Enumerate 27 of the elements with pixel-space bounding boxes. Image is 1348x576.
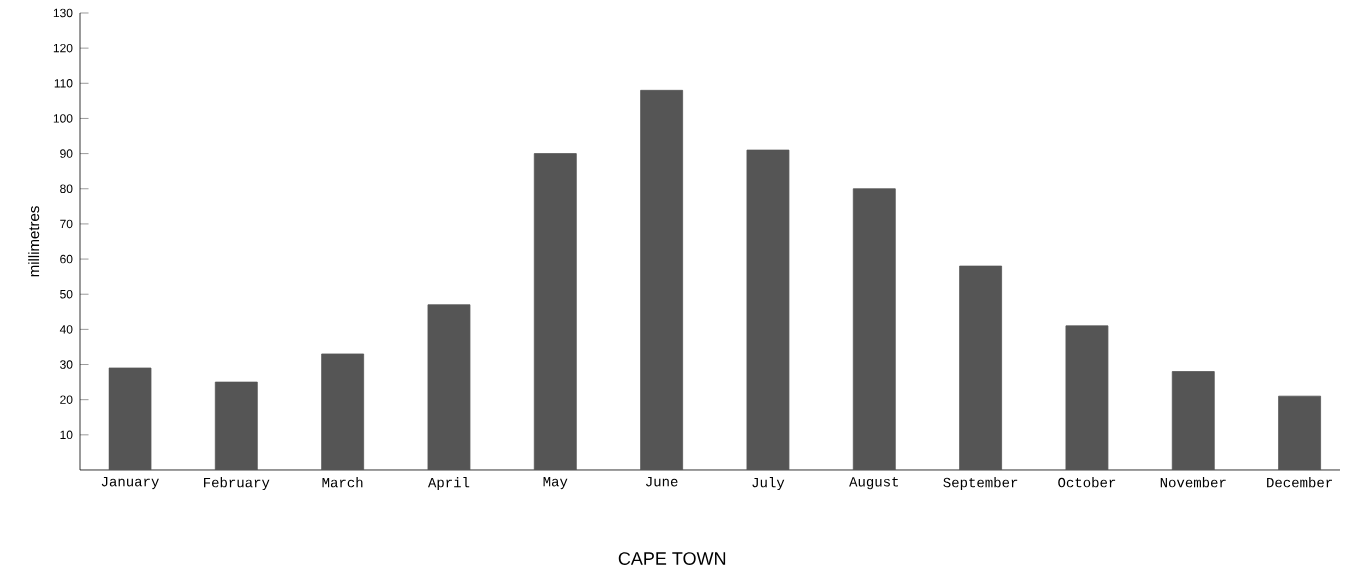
x-tick-label: November [1160, 477, 1226, 488]
x-tick-label: October [1058, 477, 1116, 488]
x-tick-label: April [427, 477, 470, 491]
y-tick-label: 120 [53, 43, 73, 53]
y-tick-label: 70 [60, 219, 73, 229]
y-tick-label: 50 [60, 289, 73, 299]
x-tick-label: July [752, 477, 785, 491]
x-tick-label: February [204, 477, 270, 491]
x-tick-label: June [646, 477, 678, 487]
y-tick-label: 90 [60, 149, 73, 158]
y-tick-label: 110 [54, 79, 73, 88]
y-tick-label: 100 [53, 114, 73, 123]
y-axis-title: millimetres [28, 206, 40, 277]
x-tick-label: January [101, 477, 159, 490]
x-tick-label: August [849, 477, 899, 490]
y-tick-label: 60 [60, 254, 73, 264]
y-tick-label: 20 [60, 395, 73, 404]
y-tick-label: 80 [60, 184, 73, 194]
y-tick-label: 10 [60, 430, 73, 440]
x-tick-label: September [943, 477, 1018, 491]
text: CAPE TOWN [618, 552, 726, 565]
y-tick-label: 30 [60, 360, 73, 369]
x-tick-label: May [543, 477, 568, 490]
x-tick-label: December [1267, 477, 1332, 488]
x-tick-label: March [322, 477, 363, 488]
y-tick-label: 130 [53, 8, 73, 18]
y-tick-label: 40 [59, 325, 73, 334]
